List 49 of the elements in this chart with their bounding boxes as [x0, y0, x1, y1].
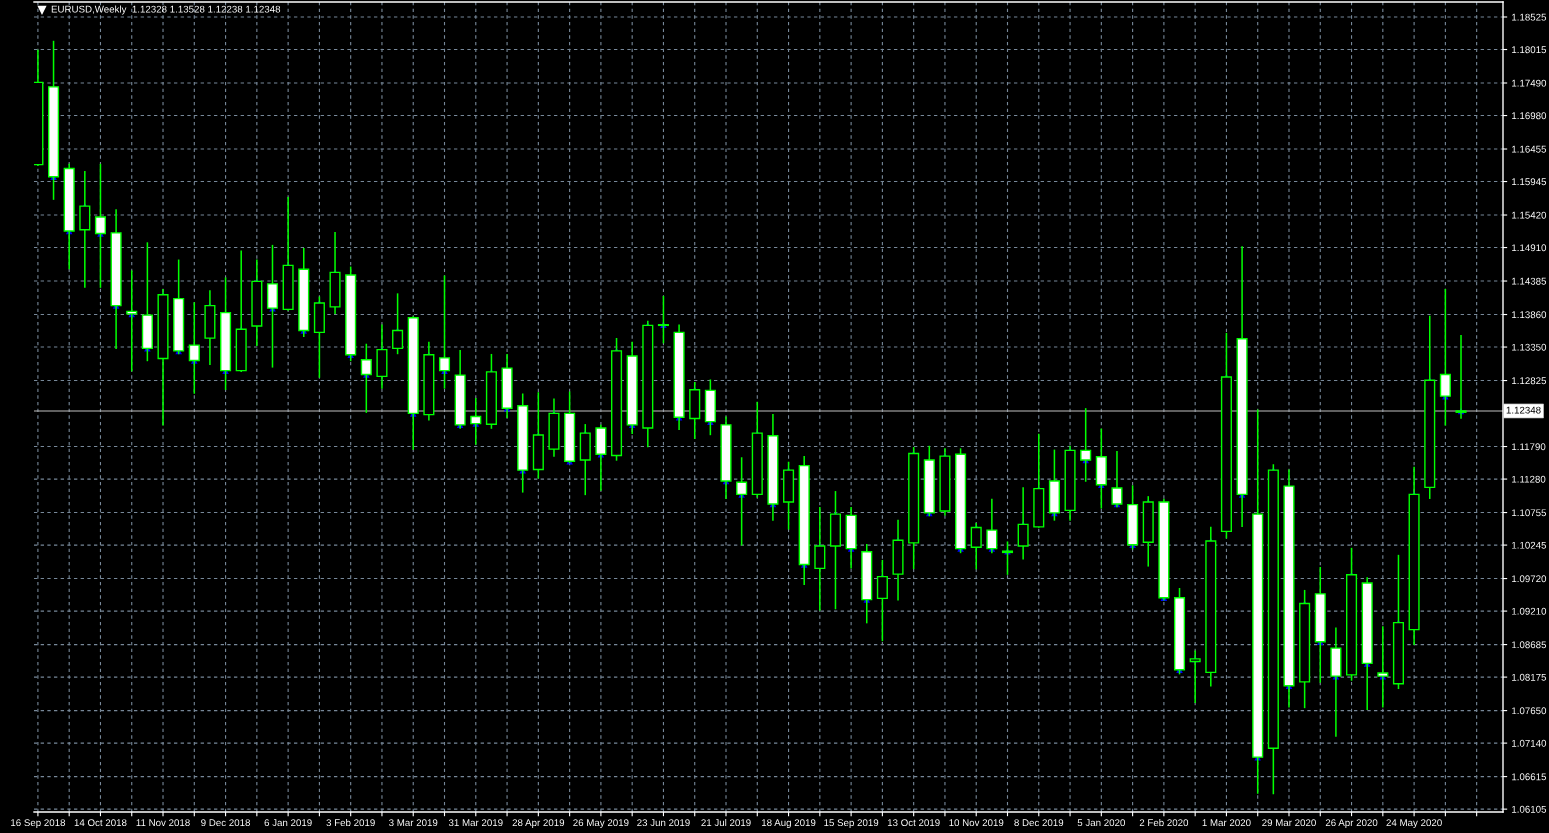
y-tick-label: 1.17490	[1512, 79, 1547, 87]
y-tick-label: 1.08175	[1512, 673, 1547, 681]
y-tick-label: 1.09210	[1512, 607, 1547, 615]
y-tick-label: 1.13350	[1512, 343, 1547, 351]
x-tick-label: 9 Dec 2018	[201, 819, 251, 827]
x-tick-label: 5 Jan 2020	[1077, 819, 1126, 827]
x-tick-label: 14 Oct 2018	[74, 819, 127, 827]
x-tick-label: 29 Mar 2020	[1262, 819, 1316, 827]
x-tick-label: 24 May 2020	[1386, 819, 1442, 829]
x-tick-label: 26 May 2019	[573, 819, 629, 829]
x-tick-label: 3 Feb 2019	[326, 818, 375, 827]
x-tick-label: 28 Apr 2019	[512, 819, 565, 829]
ref-line-label: 1.12348	[1506, 406, 1541, 414]
y-tick-label: 1.06105	[1512, 805, 1547, 813]
y-tick-label: 1.13860	[1512, 311, 1547, 319]
x-tick-label: 16 Sep 2018	[11, 819, 66, 829]
chart-title: EURUSD,Weekly 1.12328 1.13528 1.12238 1.12348	[51, 5, 281, 15]
x-tick-label: 8 Dec 2019	[1014, 819, 1064, 827]
y-tick-label: 1.14910	[1512, 244, 1547, 252]
y-tick-label: 1.18015	[1512, 46, 1547, 54]
y-tick-label: 1.10755	[1512, 509, 1547, 517]
x-tick-label: 2 Feb 2020	[1139, 818, 1189, 827]
y-tick-label: 1.11790	[1512, 443, 1546, 451]
y-tick-label: 1.12825	[1512, 377, 1547, 385]
x-tick-label: 26 Apr 2020	[1325, 819, 1378, 829]
y-tick-label: 1.07650	[1512, 707, 1547, 715]
y-tick-label: 1.16980	[1512, 112, 1547, 120]
x-tick-label: 13 Oct 2019	[887, 819, 940, 827]
y-tick-label: 1.15420	[1512, 211, 1547, 219]
x-tick-label: 21 Jul 2019	[701, 818, 751, 827]
y-tick-label: 1.16455	[1512, 145, 1547, 153]
y-tick-label: 1.09720	[1512, 575, 1547, 583]
x-tick-label: 15 Sep 2019	[824, 819, 879, 829]
y-tick-label: 1.08685	[1512, 641, 1547, 649]
y-tick-label: 1.07140	[1512, 739, 1547, 747]
y-tick-label: 1.10245	[1512, 541, 1547, 549]
y-tick-label: 1.18525	[1512, 13, 1547, 21]
y-tick-label: 1.15945	[1512, 178, 1547, 186]
y-tick-label: 1.11280	[1512, 475, 1546, 483]
y-tick-label: 1.14385	[1512, 277, 1547, 285]
y-tick-label: 1.06615	[1512, 773, 1547, 781]
x-tick-label: 11 Nov 2018	[136, 819, 190, 827]
x-tick-label: 23 Jun 2019	[637, 819, 690, 827]
x-tick-label: 31 Mar 2019	[448, 819, 503, 827]
x-tick-label: 6 Jan 2019	[264, 819, 312, 827]
x-tick-label: 10 Nov 2019	[949, 819, 1004, 827]
x-tick-label: 3 Mar 2019	[389, 819, 438, 827]
x-tick-label: 18 Aug 2019	[762, 819, 816, 829]
x-tick-label: 1 Mar 2020	[1202, 819, 1251, 827]
